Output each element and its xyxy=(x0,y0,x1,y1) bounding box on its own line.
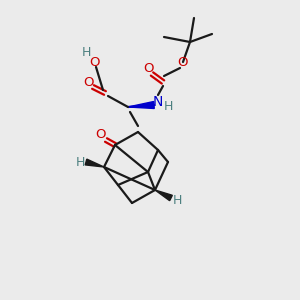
Text: H: H xyxy=(172,194,182,206)
Text: O: O xyxy=(143,61,153,74)
Text: O: O xyxy=(96,128,106,142)
Text: O: O xyxy=(83,76,93,88)
Text: H: H xyxy=(81,46,91,59)
Text: H: H xyxy=(75,155,85,169)
Polygon shape xyxy=(128,101,154,109)
Text: O: O xyxy=(178,56,188,68)
Polygon shape xyxy=(85,159,104,167)
Polygon shape xyxy=(155,190,172,201)
Text: N: N xyxy=(153,95,163,109)
Text: H: H xyxy=(163,100,173,112)
Text: O: O xyxy=(90,56,100,70)
